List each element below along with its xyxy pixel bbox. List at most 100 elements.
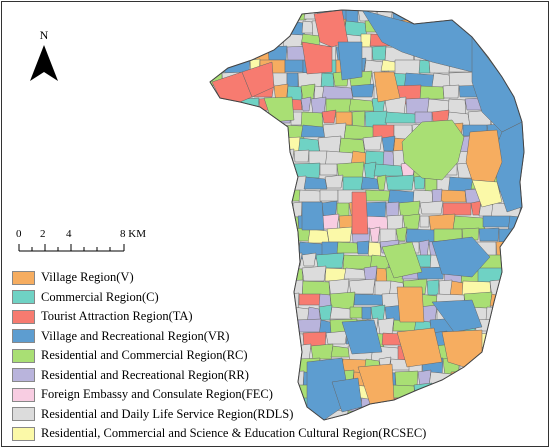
scale-tick-label: 8 KM [120, 228, 146, 240]
map-region [254, 215, 269, 229]
map-region [319, 163, 338, 176]
map-region [260, 239, 273, 261]
scale-tick-label: 2 [40, 228, 46, 240]
map-region [520, 176, 524, 195]
legend-label: Commercial Region(C) [41, 289, 159, 304]
map-region [277, 189, 301, 202]
legend-swatch [12, 407, 35, 422]
legend-label: Residential and Commercial Region(RC) [41, 348, 248, 363]
map-region [348, 278, 376, 295]
map-region [210, 161, 221, 182]
map-region [500, 291, 517, 309]
map-region [369, 226, 381, 243]
map-region [526, 345, 548, 359]
map-region [448, 71, 476, 88]
map-region [518, 20, 524, 36]
map-region [284, 59, 304, 73]
map-region [239, 18, 255, 40]
map-region [519, 98, 524, 113]
map-region [401, 119, 465, 181]
map-region [523, 85, 524, 100]
map-region [526, 396, 541, 410]
map-region [307, 228, 330, 244]
map-region [210, 10, 226, 24]
map-region [364, 189, 392, 202]
map-region [502, 317, 521, 335]
legend-item: Commercial Region(C) [12, 288, 502, 308]
map-region [300, 111, 324, 128]
map-region [384, 111, 418, 124]
map-region [216, 213, 246, 234]
map-region [210, 124, 217, 139]
map-region [324, 174, 344, 189]
north-arrow: N [28, 28, 60, 86]
legend-label: Foreign Embassy and Consulate Region(FEC… [41, 387, 273, 402]
legend-swatch [12, 290, 35, 305]
legend-swatch [12, 309, 35, 324]
map-region [431, 236, 491, 278]
map-region [265, 215, 287, 229]
legend-swatch [12, 387, 35, 402]
legend-label: Village and Recreational Region(VR) [41, 328, 230, 343]
map-region [381, 135, 396, 152]
map-region [519, 46, 524, 66]
map-region [419, 85, 445, 100]
map-region [418, 59, 431, 74]
map-region [230, 228, 249, 246]
legend-label: Tourist Attraction Region(TA) [41, 309, 193, 324]
map-region [522, 382, 524, 397]
legend-item: Village and Recreational Region(VR) [12, 327, 502, 347]
legend-swatch [12, 329, 35, 344]
map-region [253, 18, 275, 36]
map-region [482, 215, 511, 228]
map-region [249, 149, 269, 164]
map-region [300, 124, 326, 138]
map-region [402, 213, 421, 230]
map-region [298, 189, 322, 203]
map-region [360, 176, 380, 190]
map-region [336, 241, 359, 254]
map-region [511, 33, 524, 48]
map-region [219, 46, 243, 63]
map-region [525, 254, 548, 271]
map-region [301, 201, 325, 231]
map-region [343, 124, 376, 140]
map-region [210, 254, 219, 268]
map-region [210, 215, 219, 234]
scale-tick-label: 0 [16, 228, 22, 240]
map-region [233, 136, 248, 151]
map-region [219, 137, 236, 154]
legend-item: Residential and Daily Life Service Regio… [12, 405, 502, 425]
map-region [471, 179, 503, 208]
legend-item: Residential and Recreational Region(RR) [12, 366, 502, 386]
map-region [241, 61, 275, 98]
map-region [263, 96, 295, 123]
map-region [210, 187, 218, 202]
map-region [507, 57, 519, 73]
map-region [431, 72, 452, 88]
map-region [325, 330, 348, 345]
map-region [245, 109, 270, 125]
map-region [495, 240, 514, 257]
map-region [210, 31, 227, 49]
map-region [217, 254, 240, 269]
map-region [247, 226, 264, 242]
map-region [315, 252, 345, 269]
legend-swatch [12, 368, 35, 383]
map-region [215, 123, 243, 141]
map-region [239, 45, 258, 60]
legend-label: Residential and Daily Life Service Regio… [41, 406, 294, 421]
map-region [503, 10, 523, 26]
map-region [320, 72, 335, 88]
map-region [373, 163, 404, 177]
map-region [431, 299, 483, 333]
map-region [446, 10, 476, 22]
map-region [260, 200, 284, 221]
map-region [478, 227, 500, 242]
map-region [372, 124, 395, 139]
map-region [490, 10, 508, 21]
map-region [224, 10, 243, 24]
map-region [396, 327, 443, 368]
